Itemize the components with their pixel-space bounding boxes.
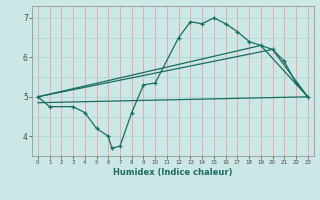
X-axis label: Humidex (Indice chaleur): Humidex (Indice chaleur) — [113, 168, 233, 177]
